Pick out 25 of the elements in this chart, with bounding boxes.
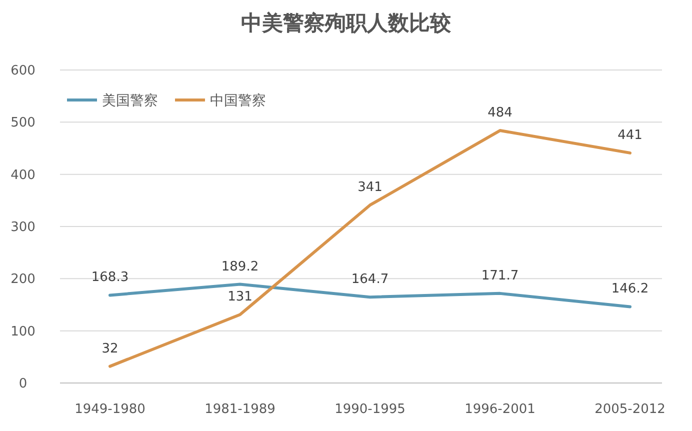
y-tick-label: 400 xyxy=(10,168,36,183)
data-label: 171.7 xyxy=(481,268,519,284)
chart-title: 中美警察殉职人数比较 xyxy=(241,11,452,35)
y-tick-label: 300 xyxy=(10,220,36,235)
data-label: 189.2 xyxy=(221,259,259,274)
y-tick-label: 500 xyxy=(10,116,36,131)
x-tick-label: 1996-2001 xyxy=(464,402,536,417)
data-label: 131 xyxy=(228,290,252,305)
x-tick-label: 1981-1989 xyxy=(204,402,276,417)
y-tick-label: 100 xyxy=(10,324,36,340)
y-tick-label: 600 xyxy=(10,64,36,78)
data-label: 146.2 xyxy=(611,282,649,297)
x-tick-label: 2005-2012 xyxy=(594,402,666,417)
data-label: 484 xyxy=(488,106,512,121)
y-tick-label: 200 xyxy=(10,272,36,288)
y-tick-label: 0 xyxy=(18,376,28,392)
data-label: 164.7 xyxy=(351,272,389,288)
x-tick-label: 1990-1995 xyxy=(334,402,406,417)
legend-label: 美国警察 xyxy=(102,93,158,109)
data-label: 441 xyxy=(618,128,642,143)
x-tick-label: 1949-1980 xyxy=(74,402,146,417)
legend-label: 中国警察 xyxy=(210,93,266,109)
data-label: 168.3 xyxy=(91,270,129,286)
data-label: 341 xyxy=(358,180,382,196)
data-label: 32 xyxy=(102,341,118,356)
